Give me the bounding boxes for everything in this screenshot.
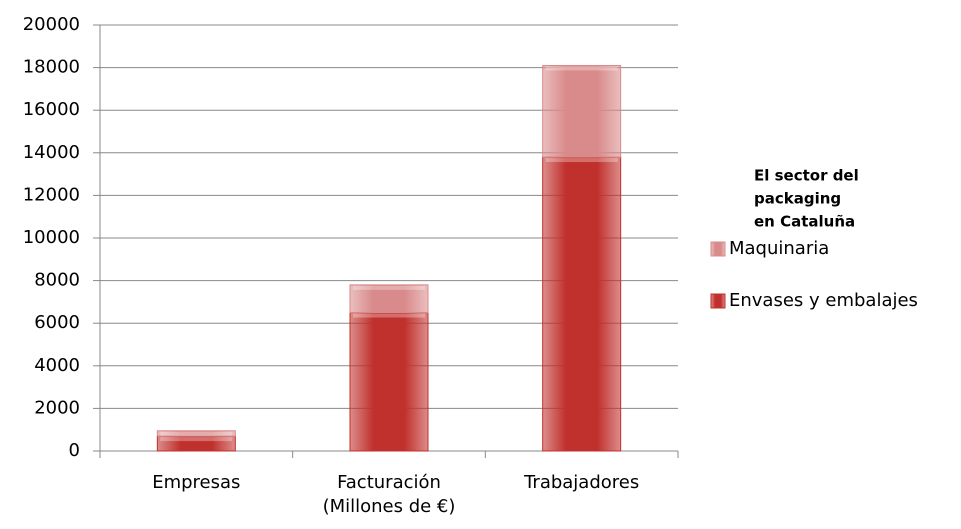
y-tick-label: 6000	[34, 312, 80, 333]
legend-swatch	[710, 241, 726, 257]
legend-swatch	[710, 293, 726, 309]
bar-segment	[156, 430, 236, 437]
y-tick-label: 20000	[23, 14, 80, 35]
legend-title: El sector del	[754, 167, 859, 185]
bar-segment	[349, 284, 429, 314]
y-tick-label: 16000	[23, 99, 80, 120]
bar-sheen	[353, 285, 425, 290]
y-tick-label: 18000	[23, 57, 80, 78]
x-tick-label: Facturación (Millones de €)	[322, 472, 456, 517]
y-tick-label: 8000	[34, 270, 80, 291]
bar-sheen	[160, 431, 233, 436]
bar-sheen	[545, 66, 618, 71]
legend-title: packaging	[754, 190, 841, 208]
y-tick-label: 12000	[23, 184, 80, 205]
y-tick-label: 2000	[34, 397, 80, 418]
legend-title: en Cataluña	[754, 213, 855, 231]
legend-label: Maquinaria	[729, 238, 829, 259]
y-tick-label: 10000	[23, 227, 80, 248]
legend-label: Envases y embalajes	[729, 290, 918, 311]
bar-sheen	[160, 437, 233, 442]
bar-segment	[542, 64, 622, 158]
y-tick-label: 4000	[34, 355, 80, 376]
y-tick-label: 0	[69, 440, 80, 461]
bar-segment	[542, 156, 622, 452]
y-tick-label: 14000	[23, 142, 80, 163]
bar-segment	[349, 312, 429, 452]
x-tick-label: Empresas	[152, 472, 241, 493]
x-tick-label: Trabajadores	[524, 472, 640, 493]
bar-sheen	[545, 158, 618, 163]
bar-sheen	[353, 313, 425, 318]
